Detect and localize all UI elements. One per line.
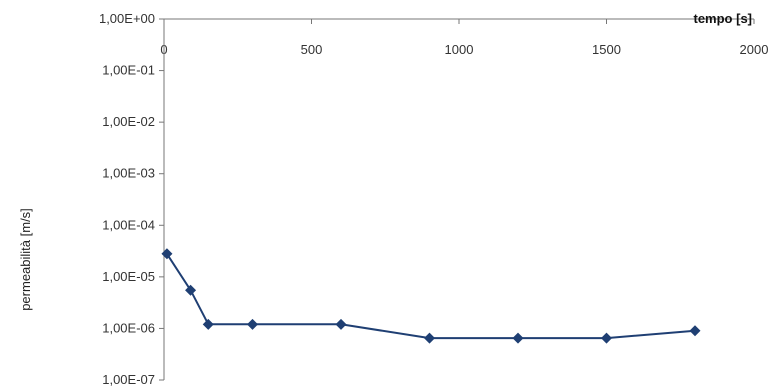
- y-tick-label: 1,00E-02: [102, 114, 155, 129]
- x-tick-label: 2000: [740, 42, 769, 57]
- y-tick-label: 1,00E-01: [102, 63, 155, 78]
- series-line: [166, 253, 696, 340]
- x-tick-label: 1500: [592, 42, 621, 57]
- y-tick-label: 1,00E-03: [102, 166, 155, 181]
- y-tick-label: 1,00E-06: [102, 320, 155, 335]
- y-tick-label: 1,00E-05: [102, 269, 155, 284]
- y-tick-label: 1,00E+00: [99, 11, 155, 26]
- data-point-marker: [185, 284, 197, 296]
- y-tick-label: 1,00E-04: [102, 217, 155, 232]
- x-tick-label: 500: [301, 42, 323, 57]
- data-point-marker: [512, 332, 524, 344]
- data-point-marker: [424, 332, 435, 344]
- y-tick-label: 1,00E-07: [102, 372, 155, 387]
- data-point-marker: [601, 332, 612, 344]
- series-layer: [161, 248, 701, 344]
- data-point-marker: [247, 318, 258, 330]
- data-point-marker: [689, 325, 701, 337]
- x-axis-title: tempo [s]: [694, 11, 753, 26]
- y-axis-title: permeabilità [m/s]: [18, 208, 33, 311]
- y-axis-ticks: 1,00E+00 1,00E-01 1,00E-02 1,00E-03 1,00E-04…: [99, 11, 164, 387]
- x-tick-label: 1000: [445, 42, 474, 57]
- x-axis-ticks: 0500100015002000: [160, 19, 768, 57]
- data-point-marker: [202, 318, 214, 330]
- data-point-marker: [335, 318, 347, 330]
- data-point-marker: [161, 248, 173, 260]
